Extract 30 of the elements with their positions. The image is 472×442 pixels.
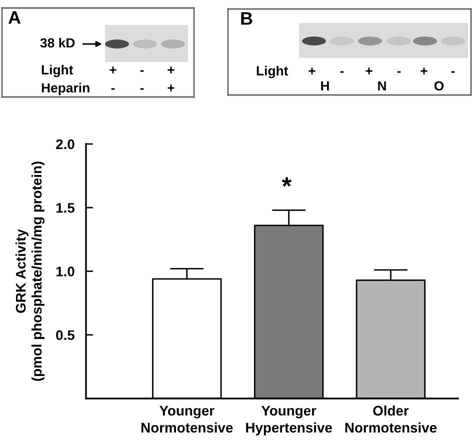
text: Heparin bbox=[42, 82, 90, 96]
x-tick-label: Older Normotensive bbox=[345, 405, 437, 433]
text: Light bbox=[256, 66, 288, 78]
text: - bbox=[451, 71, 455, 73]
x-tick-label: Younger Normotensive bbox=[142, 406, 233, 433]
y-tick-label: 1.5 bbox=[56, 203, 75, 213]
y-tick-label: 1.0 bbox=[56, 266, 74, 276]
annotation: * bbox=[282, 177, 292, 187]
text: + bbox=[366, 68, 372, 74]
x-tick-label: Younger Hypertensive bbox=[246, 406, 332, 436]
text: - bbox=[140, 88, 144, 90]
y-axis-title: GRK Activity (pmol phosphate/min/mg protein) bbox=[16, 162, 44, 381]
text: + bbox=[168, 84, 174, 92]
text: + bbox=[168, 66, 174, 74]
text: + bbox=[110, 66, 116, 74]
text: + bbox=[420, 68, 428, 74]
text: - bbox=[340, 71, 344, 73]
text: H bbox=[321, 81, 329, 90]
text: Light bbox=[42, 64, 74, 78]
text: 38 kD bbox=[40, 38, 75, 48]
text: O bbox=[434, 81, 444, 91]
y-tick-label: 0.5 bbox=[56, 330, 75, 340]
text: N bbox=[378, 81, 386, 90]
text: + bbox=[308, 68, 316, 74]
text: - bbox=[140, 70, 144, 72]
text: B bbox=[241, 12, 252, 25]
text: A bbox=[8, 11, 21, 24]
y-tick-label: 2.0 bbox=[56, 139, 74, 150]
text: - bbox=[111, 88, 115, 90]
text: - bbox=[397, 71, 401, 73]
